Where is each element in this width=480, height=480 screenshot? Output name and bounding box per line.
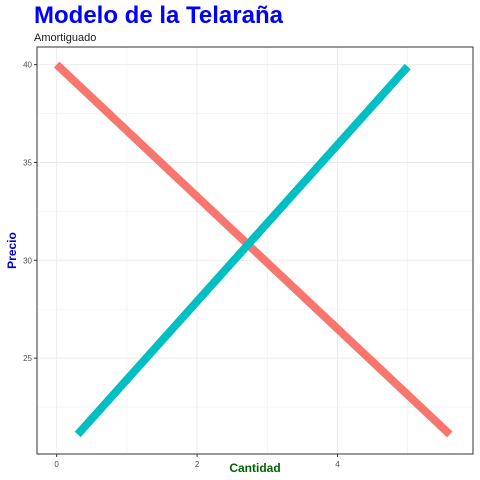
chart-subtitle: Amortiguado	[34, 32, 97, 44]
y-tick-label: 30	[23, 256, 32, 265]
y-tick-label: 40	[23, 61, 32, 70]
panel-border	[36, 46, 474, 455]
y-axis-label: Precio	[5, 232, 19, 269]
tick-layer: 0 2 4 25 30 35 40	[23, 61, 340, 469]
x-tick-label: 2	[195, 460, 200, 469]
series-line-2	[74, 63, 411, 438]
chart-title: Modelo de la Telaraña	[34, 2, 283, 29]
y-tick-label: 25	[23, 354, 32, 363]
x-tick-label: 0	[54, 460, 59, 469]
y-tick-label: 35	[23, 158, 32, 167]
x-axis-label: Cantidad	[229, 461, 280, 475]
series-line-1	[53, 61, 453, 438]
frame-layer	[36, 46, 474, 455]
grid-layer	[37, 47, 473, 454]
x-tick-label: 4	[335, 460, 340, 469]
series-layer	[53, 61, 453, 438]
